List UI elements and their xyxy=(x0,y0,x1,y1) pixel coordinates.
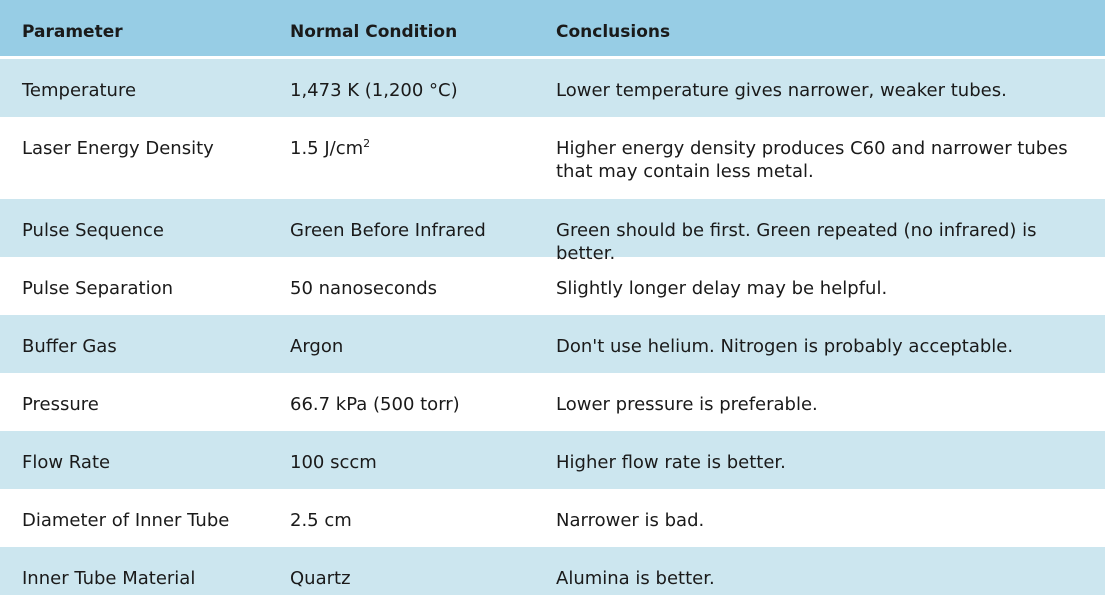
table-row: Pulse Separation 50 nanoseconds Slightly… xyxy=(0,257,1105,315)
conclusion-cell: Green should be first. Green repeated (n… xyxy=(556,220,1037,264)
parameter-cell: Flow Rate xyxy=(22,452,111,473)
parameter-cell: Pulse Sequence xyxy=(22,220,164,241)
table-row: Pressure 66.7 kPa (500 torr) Lower press… xyxy=(0,373,1105,431)
header-conclusions: Conclusions xyxy=(556,22,671,42)
conclusion-cell: Narrower is bad. xyxy=(556,510,705,531)
table-row: Inner Tube Material Quartz Alumina is be… xyxy=(0,547,1105,595)
table-row: Buffer Gas Argon Don't use helium. Nitro… xyxy=(0,315,1105,373)
condition-cell: 50 nanoseconds xyxy=(290,278,438,299)
parameter-cell: Buffer Gas xyxy=(22,336,117,357)
conclusion-cell: Slightly longer delay may be helpful. xyxy=(556,278,888,299)
table-row: Flow Rate 100 sccm Higher flow rate is b… xyxy=(0,431,1105,489)
condition-superscript: 2 xyxy=(363,137,371,150)
condition-cell: 100 sccm xyxy=(290,452,377,473)
table-row: Laser Energy Density 1.5 J/cm2 Higher en… xyxy=(0,117,1105,199)
condition-cell: 1,473 K (1,200 °C) xyxy=(290,80,458,101)
parameters-table: Parameter Normal Condition Conclusions T… xyxy=(0,0,1105,595)
parameter-cell: Diameter of Inner Tube xyxy=(22,510,230,531)
condition-cell: Quartz xyxy=(290,568,351,589)
condition-cell: 1.5 J/cm2 xyxy=(290,137,556,160)
header-normal-condition: Normal Condition xyxy=(290,22,458,42)
condition-value: 1.5 J/cm xyxy=(290,138,364,159)
header-parameter: Parameter xyxy=(22,22,123,42)
table-row: Diameter of Inner Tube 2.5 cm Narrower i… xyxy=(0,489,1105,547)
parameter-cell: Laser Energy Density xyxy=(22,138,214,159)
condition-cell: 2.5 cm xyxy=(290,510,352,531)
parameter-cell: Inner Tube Material xyxy=(22,568,196,589)
parameter-cell: Pulse Separation xyxy=(22,278,173,299)
conclusion-cell: Don't use helium. Nitrogen is probably a… xyxy=(556,336,1014,357)
conclusion-cell: Alumina is better. xyxy=(556,568,715,589)
parameter-cell: Pressure xyxy=(22,394,99,415)
conclusion-cell: Higher flow rate is better. xyxy=(556,452,786,473)
table-row: Pulse Sequence Green Before Infrared Gre… xyxy=(0,199,1105,264)
condition-cell: Green Before Infrared xyxy=(290,220,486,241)
condition-cell: 66.7 kPa (500 torr) xyxy=(290,394,460,415)
conclusion-cell: Higher energy density produces C60 and n… xyxy=(556,138,1068,182)
parameter-cell: Temperature xyxy=(22,80,137,101)
table-header: Parameter Normal Condition Conclusions xyxy=(0,0,1105,59)
condition-cell: Argon xyxy=(290,336,344,357)
table-row: Temperature 1,473 K (1,200 °C) Lower tem… xyxy=(0,59,1105,117)
conclusion-cell: Lower temperature gives narrower, weaker… xyxy=(556,80,1007,101)
conclusion-cell: Lower pressure is preferable. xyxy=(556,394,818,415)
